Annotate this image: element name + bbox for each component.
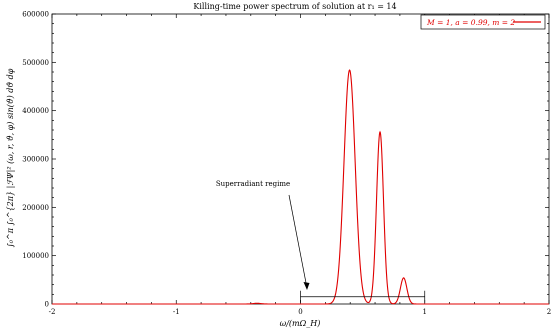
superradiant-annotation: Superradiant regime	[216, 180, 426, 303]
axes	[51, 13, 550, 305]
y-tick-label: 600000	[22, 11, 49, 19]
x-tick-label: 2	[547, 308, 551, 316]
annotation-arrow-shaft	[288, 194, 308, 289]
y-axis-label: ∫₀^π ∫₀^{2π} |ℱΨ|² (ω, r, ϑ, φ) sin(ϑ) d…	[6, 68, 15, 247]
legend: M = 1, a = 0.99, m = 2	[420, 14, 546, 30]
x-tick-label: 1	[423, 308, 427, 316]
y-tick-label: 100000	[22, 252, 49, 260]
x-axis-label: ω/(mΩ_H)	[280, 319, 321, 328]
annotation-bracket	[300, 290, 426, 303]
y-tick-label: 300000	[22, 156, 49, 164]
y-tick-label: 400000	[22, 107, 49, 115]
ticks: -2 -1 0 1 2 0 100000 200000 300000 400000 500000 60…	[22, 11, 551, 317]
legend-label: M = 1, a = 0.99, m = 2	[426, 18, 515, 27]
plot-frame	[51, 13, 550, 305]
y-tick-label: 200000	[22, 204, 49, 212]
y-tick-label: 500000	[22, 59, 49, 67]
y-tick-label: 0	[45, 301, 49, 309]
annotation-text: Superradiant regime	[216, 180, 290, 188]
x-tick-label: 0	[298, 308, 302, 316]
series-line	[52, 69, 549, 305]
x-tick-label: -1	[173, 308, 180, 316]
legend-box	[420, 14, 546, 30]
annotation-arrowhead	[303, 282, 310, 290]
x-tick-label: -2	[49, 308, 56, 316]
chart-title: Killing-time power spectrum of solution …	[193, 2, 396, 11]
